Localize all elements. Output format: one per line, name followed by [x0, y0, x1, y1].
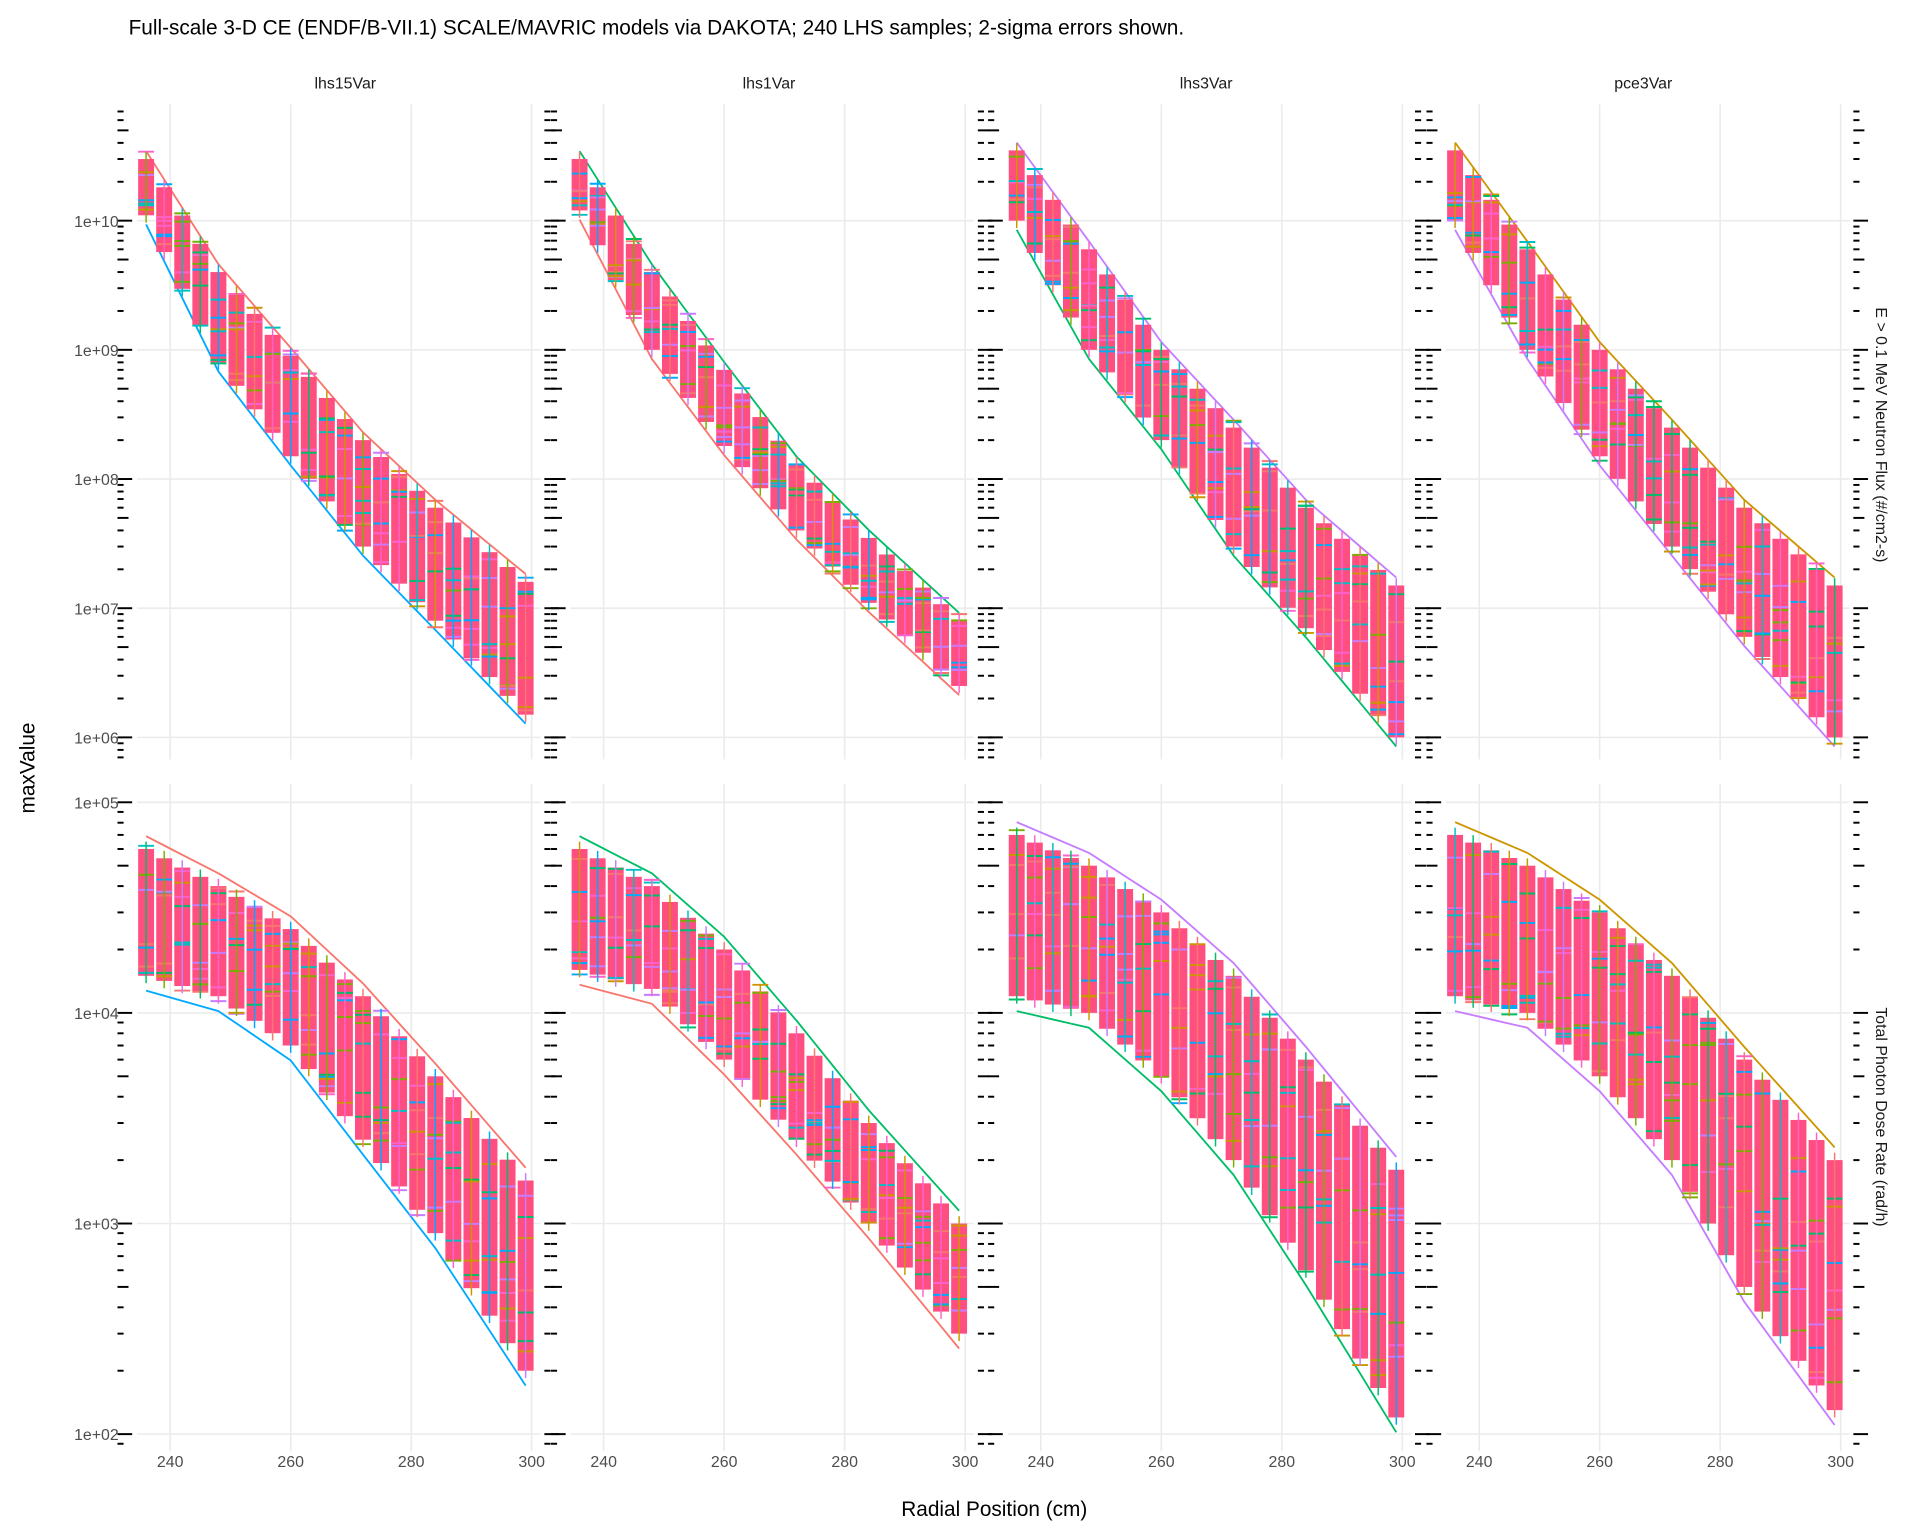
- y-tick-label: 1e+03: [74, 1217, 119, 1234]
- y-tick-label: 1e+02: [74, 1427, 119, 1444]
- y-tick-label: 1e+06: [74, 731, 119, 748]
- series-line: [145, 224, 527, 725]
- series-line: [579, 983, 960, 1350]
- column-strip-pce3var: pce3Var: [1614, 75, 1673, 92]
- series-line: [1015, 229, 1397, 748]
- y-tick-label: 1e+05: [74, 795, 119, 812]
- series-line: [1016, 1010, 1398, 1433]
- x-tick-label: 300: [952, 1454, 979, 1471]
- data-marks: [138, 141, 1843, 1433]
- tick-labels: 1e+06 1e+07 1e+08 1e+09 1e+10 1e+02 1e+03 1e+04…: [74, 214, 1854, 1471]
- series-line: [579, 835, 960, 1212]
- series-line: [1454, 1010, 1836, 1426]
- series-line: [145, 989, 527, 1387]
- series-line: [145, 835, 527, 1169]
- log-ticks: [117, 110, 1869, 1445]
- x-axis-label: Radial Position (cm): [901, 1498, 1087, 1521]
- column-strip-lhs3var: lhs3Var: [1180, 75, 1233, 92]
- y-axis-label: maxValue: [16, 723, 39, 814]
- x-tick-label: 240: [1028, 1454, 1055, 1471]
- chart-title: Full-scale 3-D CE (ENDF/B-VII.1) SCALE/M…: [129, 17, 1185, 40]
- x-tick-label: 260: [711, 1454, 738, 1471]
- x-tick-label: 300: [518, 1454, 545, 1471]
- x-tick-label: 300: [1827, 1454, 1854, 1471]
- x-tick-label: 280: [398, 1454, 425, 1471]
- x-tick-label: 260: [1586, 1454, 1613, 1471]
- series-line: [145, 150, 527, 575]
- x-tick-label: 280: [1269, 1454, 1296, 1471]
- x-tick-label: 300: [1389, 1454, 1416, 1471]
- x-tick-label: 240: [590, 1454, 617, 1471]
- x-tick-label: 260: [1148, 1454, 1175, 1471]
- column-strip-lhs15var: lhs15Var: [315, 75, 377, 92]
- x-tick-label: 240: [157, 1454, 184, 1471]
- x-tick-label: 280: [1707, 1454, 1734, 1471]
- series-line: [1454, 821, 1836, 1148]
- x-tick-label: 260: [277, 1454, 304, 1471]
- row-strip-dose: Total Photon Dose Rate (rad/h): [1872, 1007, 1889, 1226]
- y-tick-label: 1e+04: [74, 1006, 119, 1023]
- series-line: [1454, 229, 1836, 748]
- y-tick-label: 1e+07: [74, 601, 119, 618]
- y-tick-label: 1e+09: [74, 343, 119, 360]
- series-line: [578, 219, 960, 696]
- row-strip-flux: E > 0.1 MeV Neutron Flux (#/cm2-s): [1872, 307, 1889, 562]
- column-strip-lhs1var: lhs1Var: [743, 75, 796, 92]
- y-tick-label: 1e+08: [74, 472, 119, 489]
- series-line: [578, 150, 960, 614]
- gridlines: [137, 104, 1850, 1452]
- series-line: [1454, 141, 1836, 579]
- x-tick-label: 280: [831, 1454, 858, 1471]
- y-tick-label: 1e+10: [74, 214, 119, 231]
- series-line: [1016, 821, 1397, 1158]
- x-tick-label: 240: [1466, 1454, 1493, 1471]
- series-line: [1015, 141, 1397, 579]
